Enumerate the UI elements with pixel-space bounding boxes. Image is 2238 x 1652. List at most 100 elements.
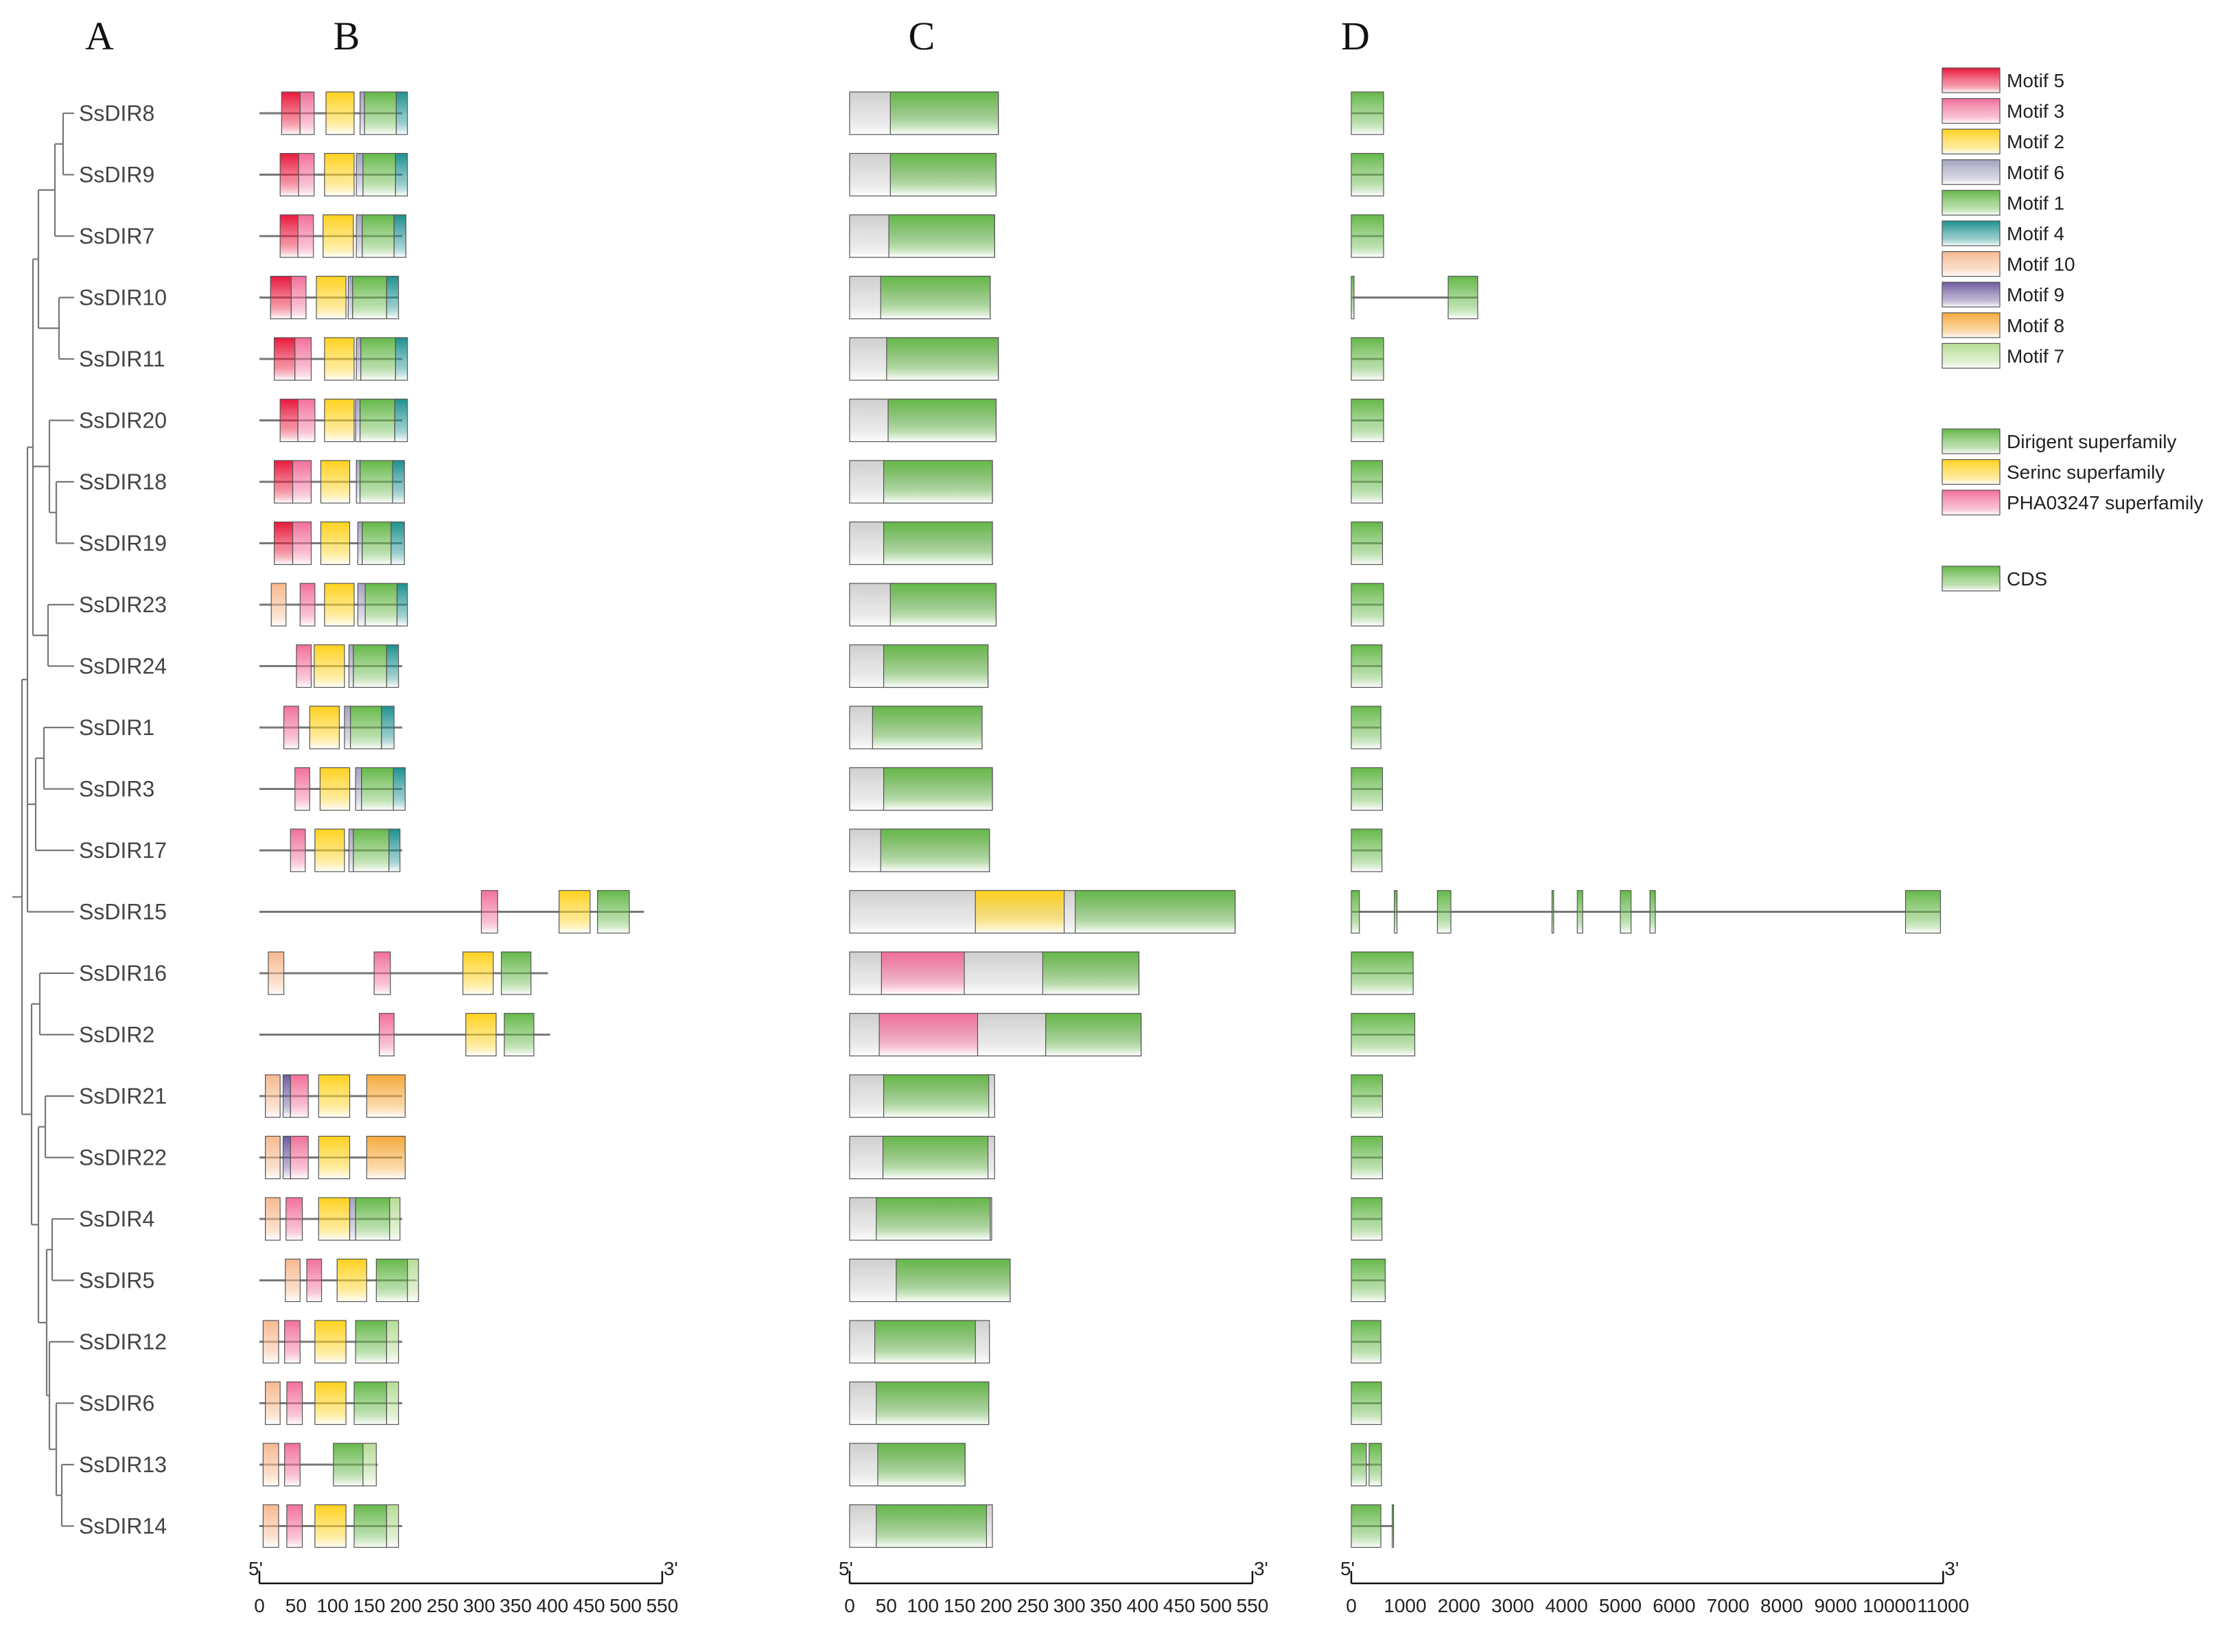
panel-letter-d: D <box>1341 14 1370 58</box>
motif5-box <box>279 214 299 258</box>
motif1-box <box>349 706 382 749</box>
gene-label: SsDIR13 <box>79 1452 167 1477</box>
motif1-box <box>355 1197 391 1241</box>
axis-tick-label: 3000 <box>1491 1595 1534 1616</box>
motif3-box <box>297 214 314 258</box>
motif6-box <box>349 1197 356 1241</box>
panel-letter-c: C <box>909 14 935 58</box>
axis-tick-label: 0 <box>1346 1595 1357 1616</box>
axis-tick-label: 550 <box>646 1595 679 1616</box>
gene-label: SsDIR2 <box>79 1023 154 1047</box>
motif1-box <box>362 152 396 197</box>
cds-exon <box>1351 1258 1386 1303</box>
motif1-box <box>360 337 396 381</box>
axis-tick-label: 250 <box>426 1595 458 1616</box>
motif1-box <box>375 1258 408 1303</box>
motif3-box <box>298 152 315 197</box>
gene-label: SsDIR4 <box>79 1207 154 1231</box>
axis-tick-label: 200 <box>390 1595 422 1616</box>
motif7-box <box>386 1320 399 1364</box>
legend-label-motif5: Motif 5 <box>2007 70 2064 91</box>
axis-tick-label: 400 <box>537 1595 569 1616</box>
cds-exon <box>1351 1320 1382 1364</box>
gene-label: SsDIR11 <box>79 347 165 371</box>
motif2-box <box>314 1504 347 1548</box>
motif2-box <box>465 1012 497 1057</box>
cds-exon <box>1351 1074 1384 1118</box>
motif1-box <box>597 889 630 934</box>
cds-exon <box>1351 275 1355 320</box>
gene-label: SsDIR18 <box>79 469 167 494</box>
motif2-box <box>319 767 351 811</box>
panel-letter-b: B <box>334 14 360 58</box>
axis-tick-label: 5000 <box>1599 1595 1642 1616</box>
motif7-box <box>389 1197 401 1241</box>
gene-label: SsDIR7 <box>79 224 154 248</box>
motif10-box <box>265 1381 281 1426</box>
axis-tick-label: 550 <box>1237 1595 1269 1616</box>
axis-tick-label: 350 <box>1090 1595 1122 1616</box>
motif6-box <box>347 275 353 320</box>
cds-exon <box>1391 1504 1395 1548</box>
legend-label-motif6: Motif 6 <box>2007 162 2064 183</box>
motif1-box <box>362 521 392 566</box>
motif6-box <box>355 337 362 381</box>
motif3-box <box>283 706 299 749</box>
motif2-box <box>316 275 347 320</box>
legend-label-motif2: Motif 2 <box>2007 131 2064 152</box>
motif7-box <box>386 1504 399 1548</box>
axis-end-label: 3' <box>1254 1558 1268 1579</box>
motif4-box <box>395 91 408 135</box>
cds-exon <box>1447 275 1478 320</box>
motif6-box <box>355 460 361 504</box>
axis-start-label: 5' <box>248 1558 263 1579</box>
axis-tick-label: 6000 <box>1653 1595 1695 1616</box>
cds-exon <box>1351 1197 1383 1241</box>
motif1-box <box>504 1012 535 1057</box>
axis-tick-label: 10000 <box>1863 1595 1916 1616</box>
legend-swatch-pha <box>1942 489 2001 515</box>
legend-swatch-motif1 <box>1942 189 2001 216</box>
motif5-box <box>281 91 301 135</box>
dirigent-domain <box>887 398 997 443</box>
motif2-box <box>320 521 351 566</box>
gene-label: SsDIR16 <box>79 961 167 986</box>
cds-exon <box>1351 583 1384 627</box>
axis-tick-label: 0 <box>844 1595 855 1616</box>
dirigent-domain <box>874 1320 976 1364</box>
motif1-box <box>353 828 390 872</box>
motif3-box <box>373 951 391 995</box>
dirigent-domain <box>876 1197 991 1241</box>
pha-domain <box>881 951 965 995</box>
gene-label: SsDIR1 <box>79 715 154 740</box>
motif2-box <box>314 828 345 872</box>
motif1-box <box>364 91 397 135</box>
axis-tick-label: 150 <box>353 1595 386 1616</box>
motif10-box <box>262 1320 279 1364</box>
motif4-box <box>392 460 405 504</box>
motif3-box <box>379 1012 395 1057</box>
cds-exon <box>1351 1135 1384 1180</box>
motif3-box <box>292 460 312 504</box>
motif2-box <box>314 1320 347 1364</box>
motif2-box <box>324 583 355 627</box>
motif9-box <box>282 1135 291 1180</box>
motif1-box <box>333 1443 364 1487</box>
motif2-box <box>314 644 345 688</box>
axis-tick-label: 200 <box>980 1595 1012 1616</box>
motif2-box <box>462 951 494 995</box>
cds-exon <box>1904 889 1942 934</box>
cds-exon <box>1351 1012 1416 1057</box>
gene-label: SsDIR19 <box>79 531 167 556</box>
axis-tick-label: 7000 <box>1707 1595 1749 1616</box>
motif5-box <box>279 398 299 443</box>
cds-exon <box>1649 889 1656 934</box>
motif10-box <box>265 1074 281 1118</box>
cds-exon <box>1576 889 1583 934</box>
cds-exon <box>1351 337 1384 381</box>
gene-label: SsDIR8 <box>79 101 154 126</box>
motif2-box <box>336 1258 367 1303</box>
motif3-box <box>290 275 307 320</box>
serinc-domain <box>975 889 1065 934</box>
